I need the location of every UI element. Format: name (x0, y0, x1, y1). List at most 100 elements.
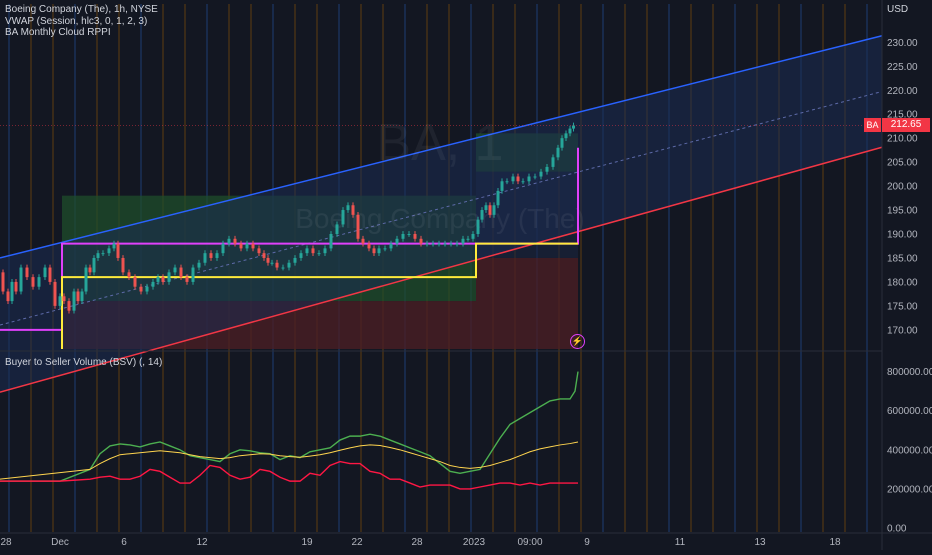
time-tick-label: 6 (121, 537, 127, 548)
price-candle-body (227, 238, 231, 244)
session-band (624, 4, 626, 532)
price-tick-label: 195.00 (887, 206, 918, 217)
price-tick-label: 220.00 (887, 86, 918, 97)
price-candle-body (346, 205, 350, 211)
price-candle-body (107, 248, 111, 254)
price-candle-body (413, 234, 417, 239)
session-band (580, 4, 582, 532)
bsv-tick-label: 0.00 (887, 524, 907, 535)
cloud-legend[interactable]: BA Monthly Cloud RPPI (5, 27, 111, 38)
time-tick-label: 19 (301, 537, 313, 548)
bsv-average-line (0, 441, 579, 480)
time-tick-label: 13 (754, 537, 766, 548)
price-candle-body (101, 253, 105, 255)
price-candle-body (84, 267, 88, 292)
bsv-buyer-line (0, 371, 579, 482)
bsv-seller-line (0, 460, 578, 490)
price-candle-body (476, 219, 480, 234)
price-candle-body (505, 181, 509, 183)
price-candle-body (67, 301, 71, 311)
price-candle-body (419, 238, 423, 244)
price-candle-body (221, 243, 225, 254)
price-candle-body (156, 277, 160, 282)
price-candle-body (551, 157, 555, 167)
price-candle-body (351, 205, 355, 215)
price-tick-label: 200.00 (887, 182, 918, 193)
last-price-tag: 212.65 (882, 118, 930, 132)
lightning-icon[interactable]: ⚡ (570, 334, 585, 349)
time-tick-label: 28 (411, 537, 423, 548)
price-candle-body (560, 138, 564, 148)
price-candle-body (173, 267, 177, 273)
price-candle-body (496, 190, 500, 206)
price-tick-label: 180.00 (887, 277, 918, 288)
price-tick-label: 225.00 (887, 62, 918, 73)
session-band (778, 4, 780, 532)
session-band (712, 4, 714, 532)
channel-fill (0, 35, 882, 393)
price-candle-body (317, 253, 321, 255)
session-band (690, 4, 692, 532)
price-candle-body (545, 166, 549, 172)
price-candle-body (179, 267, 183, 278)
price-candle-body (161, 277, 165, 282)
price-candle-body (88, 267, 92, 273)
session-band (800, 4, 802, 532)
price-tick-label: 170.00 (887, 325, 918, 336)
price-candle-body (167, 272, 171, 282)
price-tick-label: 205.00 (887, 158, 918, 169)
price-tick-label: 215.00 (887, 110, 918, 121)
cloud-level-line (0, 147, 579, 331)
price-candle-body (92, 257, 96, 273)
symbol-legend[interactable]: Boeing Company (The), 1h, NYSE (5, 4, 158, 15)
price-candle-body (127, 272, 131, 278)
price-candle-body (443, 243, 447, 245)
price-candle-body (72, 291, 76, 311)
price-candle-body (133, 277, 137, 287)
session-band (646, 4, 648, 532)
price-candle-body (407, 234, 411, 235)
price-candle-body (367, 243, 371, 249)
price-candle-body (31, 277, 35, 287)
watermark-name: Boeing Company (The) (295, 203, 584, 234)
price-candle-body (516, 176, 520, 182)
symbol-price-tag: BA (864, 118, 881, 132)
bsv-tick-label: 400000.00 (887, 445, 932, 456)
price-candle-body (48, 267, 52, 282)
price-candle-body (53, 281, 57, 306)
price-candle-body (203, 253, 207, 263)
session-band (866, 4, 868, 532)
price-candle-body (527, 176, 531, 182)
price-candle-body (6, 291, 10, 302)
price-candle-body (185, 277, 189, 282)
price-candle-body (521, 181, 525, 183)
price-candle-body (466, 238, 470, 240)
time-tick-label: 12 (196, 537, 208, 548)
session-band (844, 4, 846, 532)
price-candle-body (257, 248, 261, 254)
price-candle-body (139, 286, 143, 292)
price-candle-body (121, 257, 125, 273)
time-tick-label: 9 (584, 537, 590, 548)
price-candle-body (293, 257, 297, 263)
price-candle-body (270, 262, 274, 264)
price-tick-label: 190.00 (887, 230, 918, 241)
price-candle-body (215, 253, 219, 258)
vwap-legend[interactable]: VWAP (Session, hlc3, 0, 1, 2, 3) (5, 15, 148, 27)
price-candle-body (25, 267, 29, 278)
price-candle-body (471, 234, 475, 239)
price-candle-body (356, 214, 360, 239)
time-tick-label: Dec (51, 537, 69, 548)
price-candle-body (197, 262, 201, 268)
currency-label[interactable]: USD (887, 4, 909, 15)
watermark-symbol: BA, 1 (376, 114, 503, 172)
indicator-legend[interactable]: Buyer to Seller Volume (BSV) (, 14) (5, 357, 163, 368)
price-candle-body (19, 267, 23, 292)
price-candle-body (511, 176, 515, 182)
time-tick-label: 2023 (463, 537, 486, 548)
price-candle-body (299, 253, 303, 258)
time-tick-label: 22 (351, 537, 363, 548)
price-candle-body (455, 243, 459, 245)
